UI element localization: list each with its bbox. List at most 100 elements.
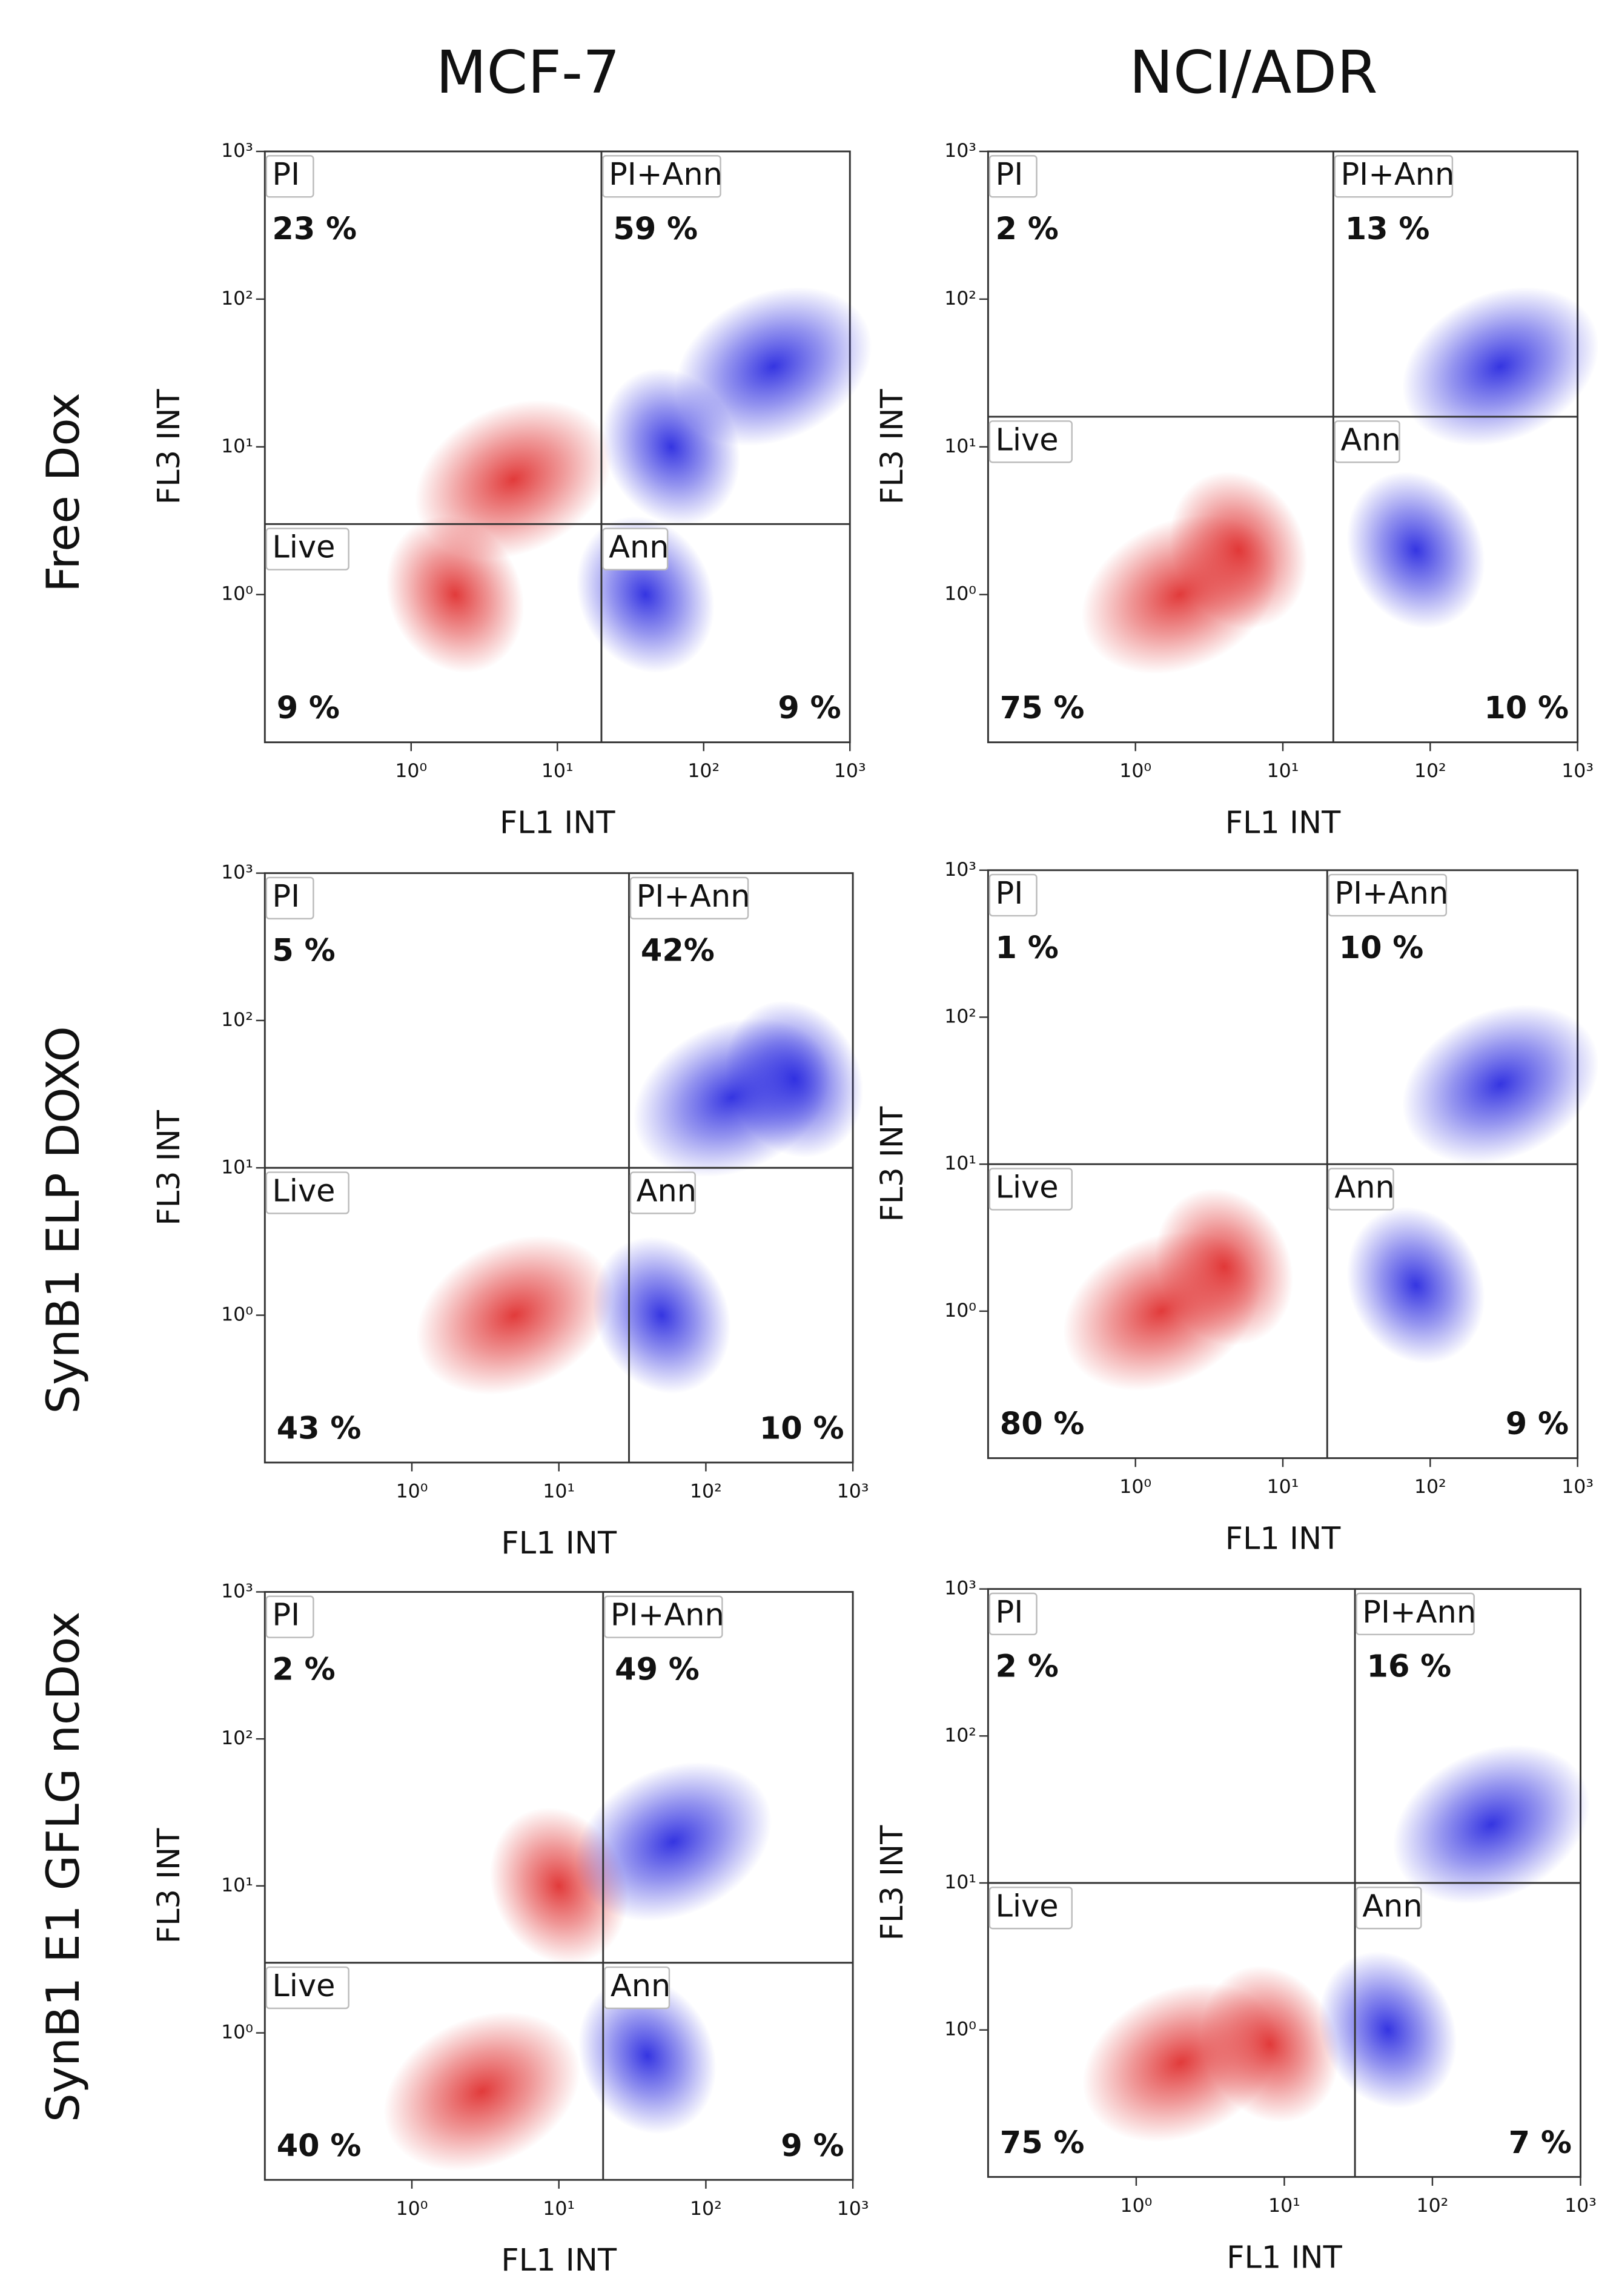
- row-title: Free Dox: [36, 392, 90, 592]
- quadrant-tag-box: [988, 873, 1038, 917]
- x-tick-label: 10⁰: [396, 2198, 428, 2220]
- x-tick-label: 10¹: [1267, 760, 1299, 782]
- quadrant-tag-box: [988, 155, 1038, 198]
- cell-population: [675, 286, 872, 446]
- quadrant-percent: 7 %: [1509, 2125, 1572, 2161]
- cell-population: [1392, 1745, 1590, 1904]
- quadrant-name: Ann: [1340, 422, 1400, 458]
- y-axis-label: FL3 INT: [151, 1828, 187, 1944]
- quadrant-name: Ann: [611, 1968, 670, 2004]
- y-tick-label: 10²: [221, 1727, 253, 1749]
- cell-population: [575, 1762, 772, 1922]
- quadrant-tag-box: [1334, 155, 1454, 198]
- quadrant-percent: 49 %: [615, 1652, 700, 1688]
- quadrant-percent: 40 %: [277, 2128, 362, 2164]
- quadrant-name: PI: [272, 1598, 300, 1633]
- y-tick-label: 10³: [221, 140, 253, 162]
- x-tick-label: 10²: [1417, 2195, 1449, 2217]
- x-tick-label: 10³: [837, 2198, 869, 2220]
- cell-population: [592, 1237, 731, 1394]
- y-tick-label: 10¹: [221, 1156, 253, 1178]
- cell-population: [1346, 471, 1485, 629]
- quadrant-percent: 43 %: [277, 1411, 362, 1446]
- quadrant-percent: 5 %: [272, 933, 335, 969]
- y-tick-label: 10¹: [221, 1874, 253, 1896]
- quadrant-percent: 10 %: [760, 1411, 844, 1446]
- quadrant-name: PI: [996, 157, 1024, 193]
- quadrant-name: PI: [272, 879, 300, 915]
- quadrant-name: Ann: [1334, 1170, 1394, 1205]
- quadrant-percent: 2 %: [272, 1652, 335, 1688]
- quadrant-percent: 16 %: [1367, 1649, 1452, 1685]
- y-tick-label: 10³: [221, 862, 253, 884]
- y-tick-label: 10³: [944, 140, 976, 162]
- x-axis-label: FL1 INT: [1227, 2240, 1342, 2275]
- cell-population: [1346, 1206, 1485, 1364]
- x-axis-label: FL1 INT: [501, 2243, 617, 2278]
- quadrant-percent: 9 %: [1506, 1406, 1569, 1442]
- quadrant-name: Live: [272, 1174, 335, 1209]
- y-tick-label: 10⁰: [944, 2019, 976, 2040]
- cell-population: [1319, 1951, 1457, 2109]
- y-axis-label: FL3 INT: [875, 1106, 910, 1222]
- x-tick-label: 10¹: [1267, 1476, 1299, 1498]
- y-tick-label: 10¹: [944, 1871, 976, 1893]
- x-tick-label: 10²: [1414, 1476, 1446, 1498]
- cell-population: [578, 1977, 717, 2134]
- quadrant-tag-box: [988, 1887, 1073, 1930]
- cell-population: [1402, 1004, 1599, 1164]
- y-tick-label: 10⁰: [944, 583, 976, 605]
- quadrant-percent: 9 %: [277, 690, 340, 726]
- x-tick-label: 10¹: [1268, 2195, 1300, 2217]
- x-axis-label: FL1 INT: [500, 806, 615, 841]
- quadrant-percent: 10 %: [1484, 690, 1569, 726]
- quadrant-tag-box: [629, 876, 749, 920]
- x-axis-label: FL1 INT: [1225, 1521, 1341, 1557]
- quadrant-name: Live: [996, 422, 1059, 458]
- quadrant-name: Live: [996, 1888, 1059, 1924]
- x-tick-label: 10³: [834, 760, 866, 782]
- quadrant-name: PI+Ann: [1334, 876, 1448, 911]
- x-tick-label: 10³: [1561, 1476, 1594, 1498]
- column-title: MCF-7: [436, 38, 620, 107]
- x-tick-label: 10³: [837, 1480, 869, 1502]
- quadrant-tag-box: [603, 1595, 723, 1638]
- x-tick-label: 10⁰: [396, 1480, 428, 1502]
- x-tick-label: 10⁰: [1121, 2195, 1153, 2217]
- quadrant-tag-box: [265, 876, 314, 920]
- quadrant-tag-box: [265, 155, 314, 198]
- cell-population: [1402, 286, 1599, 446]
- y-tick-label: 10²: [944, 1005, 976, 1027]
- x-tick-label: 10¹: [543, 1480, 575, 1502]
- x-tick-label: 10⁰: [395, 760, 427, 782]
- cell-population: [725, 1001, 864, 1158]
- y-tick-label: 10²: [944, 1724, 976, 1746]
- quadrant-name: Live: [272, 1968, 335, 2004]
- quadrant-tag-box: [988, 1592, 1038, 1636]
- quadrant-name: Live: [272, 530, 335, 566]
- quadrant-name: Ann: [1362, 1888, 1422, 1924]
- quadrant-name: PI+Ann: [1362, 1595, 1476, 1630]
- y-tick-label: 10²: [221, 1009, 253, 1031]
- quadrant-name: PI+Ann: [611, 1598, 724, 1633]
- quadrant-tag-box: [602, 155, 721, 198]
- quadrant-tag-box: [603, 1966, 670, 2010]
- y-axis-label: FL3 INT: [875, 389, 910, 505]
- quadrant-tag-box: [265, 528, 349, 571]
- y-axis-label: FL3 INT: [151, 1110, 187, 1225]
- quadrant-name: PI+Ann: [609, 157, 723, 193]
- x-tick-label: 10⁰: [1119, 760, 1151, 782]
- y-axis-label: FL3 INT: [875, 1825, 910, 1940]
- quadrant-percent: 2 %: [996, 1649, 1059, 1685]
- cell-population: [602, 368, 741, 526]
- x-tick-label: 10²: [1414, 760, 1446, 782]
- y-tick-label: 10³: [944, 1578, 976, 1600]
- row-title: SynB1 E1 GFLG ncDox: [36, 1612, 90, 2122]
- quadrant-percent: 75 %: [1000, 690, 1085, 726]
- quadrant-percent: 59 %: [613, 211, 698, 247]
- quadrant-percent: 9 %: [778, 690, 841, 726]
- cell-population: [383, 2011, 581, 2171]
- quadrant-percent: 80 %: [1000, 1406, 1085, 1442]
- quadrant-percent: 23 %: [272, 211, 357, 247]
